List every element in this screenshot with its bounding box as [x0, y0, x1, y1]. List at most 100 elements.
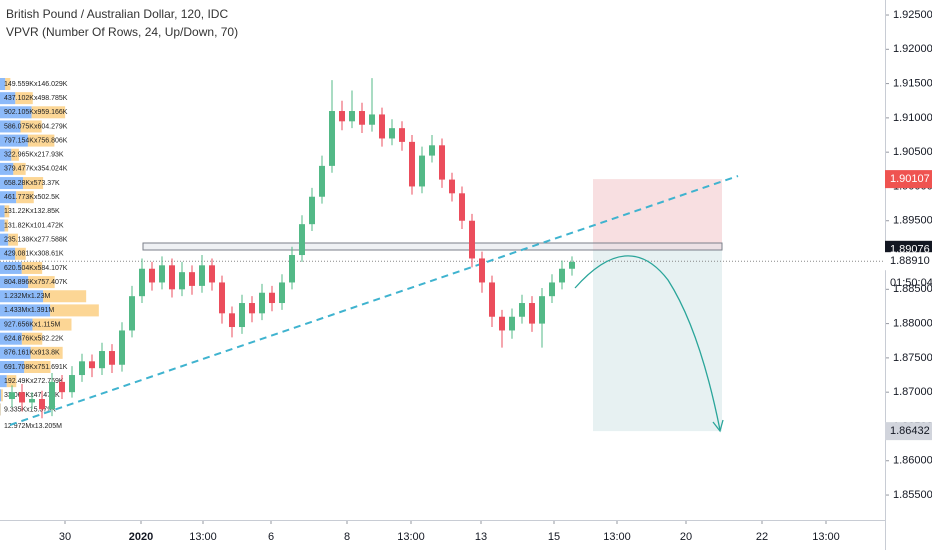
x-tick-label: 13:00	[812, 531, 840, 543]
vp-label: 437.102Kx498.785K	[4, 95, 68, 102]
x-tick-label: 8	[344, 531, 350, 543]
vp-down-bar	[0, 403, 1, 415]
stop-zone	[593, 179, 722, 250]
vp-label: 658.28Kx573.37K	[4, 180, 60, 187]
y-tick-label: 1.89500	[893, 215, 932, 227]
candle-body	[239, 303, 245, 327]
x-tick-label: 6	[268, 531, 274, 543]
vp-label: 149.559Kx146.029K	[4, 81, 68, 88]
candle-body	[169, 265, 175, 289]
vp-label: 131.82Kx101.472K	[4, 222, 64, 229]
candle-body	[179, 272, 185, 289]
candle-body	[269, 293, 275, 303]
candle-body	[209, 265, 215, 282]
y-tick-label: 1.85500	[893, 489, 932, 501]
candle-body	[409, 142, 415, 187]
vp-down-bar	[50, 304, 99, 316]
candle-body	[449, 180, 455, 194]
candle-body	[89, 361, 95, 368]
vp-label: 624.876Kx582.22K	[4, 336, 64, 343]
candle-body	[129, 296, 135, 330]
x-tick-label: 13	[475, 531, 487, 543]
y-tick-label: 1.91500	[893, 77, 932, 89]
y-tick-label: 1.92000	[893, 43, 932, 55]
vp-label: 131.22Kx132.85K	[4, 208, 60, 215]
candle-body	[109, 351, 115, 365]
candle-body	[309, 197, 315, 224]
x-tick-label: 2020	[129, 531, 153, 543]
x-tick-label: 13:00	[603, 531, 631, 543]
candle-body	[199, 265, 205, 286]
target-zone	[593, 250, 722, 431]
candle-body	[569, 262, 575, 269]
vp-label: 235.138Kx277.588K	[4, 236, 68, 243]
candle-body	[379, 114, 385, 138]
candle-body	[549, 282, 555, 296]
vp-label: 927.656Kx1.115M	[4, 321, 60, 328]
y-tick-label: 1.90500	[893, 146, 932, 158]
vp-label: 1.433Mx1.391M	[4, 307, 54, 314]
candle-body	[139, 269, 145, 296]
y-tick-label: 1.91000	[893, 112, 932, 124]
vp-label: 322.965Kx217.93K	[4, 152, 64, 159]
candle-body	[259, 293, 265, 314]
candle-body	[439, 145, 445, 179]
candle-body	[59, 382, 65, 392]
vp-label: 797.154Kx756.806K	[4, 137, 68, 144]
candle-body	[419, 156, 425, 187]
vp-label: 620.504Kx584.107K	[4, 265, 68, 272]
candle-body	[9, 392, 15, 399]
candle-body	[329, 111, 335, 166]
y-tick-label: 1.88000	[893, 318, 932, 330]
candle-body	[19, 392, 25, 402]
countdown: 01:50:04	[890, 277, 932, 289]
candle-body	[509, 317, 515, 331]
candle-body	[279, 282, 285, 303]
x-tick-label: 30	[59, 531, 71, 543]
candle-body	[119, 330, 125, 364]
candle-body	[69, 375, 75, 392]
vp-label: 1.232Mx1.23M	[4, 293, 50, 300]
candle-body	[429, 145, 435, 155]
vp-label: 461.773Kx502.5K	[4, 194, 60, 201]
indicator-title: VPVR (Number Of Rows, 24, Up/Down, 70)	[6, 25, 238, 39]
candle-body	[359, 111, 365, 125]
x-tick-label: 20	[680, 531, 692, 543]
target-price-label: 1.86432	[890, 425, 930, 437]
candle-body	[459, 193, 465, 220]
candle-body	[29, 399, 35, 402]
candle-body	[529, 303, 535, 324]
y-tick-label: 1.86000	[893, 455, 932, 467]
vp-label: 876.161Kx913.8K	[4, 350, 60, 357]
candle-body	[79, 361, 85, 375]
y-tick-label: 1.87000	[893, 386, 932, 398]
candle-body	[389, 128, 395, 138]
candle-body	[339, 111, 345, 121]
vp-label: 379.477Kx354.024K	[4, 166, 68, 173]
candle-body	[559, 269, 565, 283]
vp-label: 691.708Kx751.691K	[4, 364, 68, 371]
candle-body	[539, 296, 545, 323]
candle-body	[159, 265, 165, 282]
vp-down-bar	[1, 389, 3, 401]
vp-label: 902.105Kx959.166K	[4, 109, 68, 116]
candle-body	[229, 313, 235, 327]
candle-body	[489, 282, 495, 316]
candle-body	[349, 111, 355, 121]
vp-up-bar	[0, 389, 1, 401]
x-tick-label: 15	[548, 531, 560, 543]
candle-body	[519, 303, 525, 317]
candle-body	[189, 272, 195, 286]
x-tick-label: 22	[756, 531, 768, 543]
candle-body	[499, 317, 505, 331]
support-zone	[143, 243, 722, 250]
candle-body	[289, 255, 295, 282]
vp-label: 586.075Kx604.279K	[4, 123, 68, 130]
chart-title: British Pound / Australian Dollar, 120, …	[6, 7, 228, 21]
candle-body	[49, 382, 55, 409]
vp-label: 804.896Kx757.407K	[4, 279, 68, 286]
candle-body	[469, 221, 475, 259]
candle-body	[369, 114, 375, 124]
x-tick-label: 13:00	[397, 531, 425, 543]
